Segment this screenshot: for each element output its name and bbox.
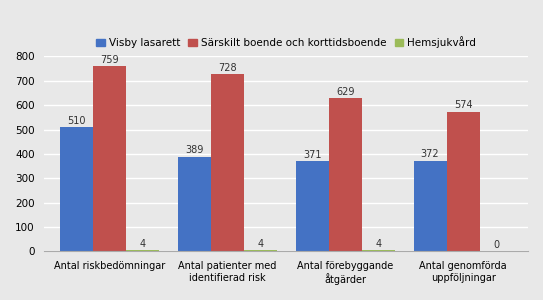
Bar bbox=[295, 161, 329, 251]
Text: 728: 728 bbox=[218, 62, 237, 73]
Bar bbox=[93, 66, 126, 251]
Bar bbox=[362, 250, 395, 251]
Text: 0: 0 bbox=[493, 240, 499, 250]
Text: 510: 510 bbox=[67, 116, 85, 126]
Bar bbox=[178, 157, 211, 251]
Bar bbox=[211, 74, 244, 251]
Bar bbox=[414, 161, 446, 251]
Bar bbox=[446, 112, 479, 251]
Text: 574: 574 bbox=[454, 100, 472, 110]
Text: 759: 759 bbox=[100, 55, 118, 65]
Text: 629: 629 bbox=[336, 87, 355, 97]
Bar bbox=[329, 98, 362, 251]
Text: 389: 389 bbox=[185, 145, 203, 155]
Legend: Visby lasarett, Särskilt boende och korttidsboende, Hemsjukvård: Visby lasarett, Särskilt boende och kort… bbox=[92, 32, 481, 52]
Text: 372: 372 bbox=[421, 149, 439, 159]
Text: 4: 4 bbox=[139, 239, 146, 249]
Text: 4: 4 bbox=[257, 239, 263, 249]
Text: 4: 4 bbox=[375, 239, 381, 249]
Text: 371: 371 bbox=[303, 149, 321, 160]
Bar bbox=[126, 250, 159, 251]
Bar bbox=[60, 127, 93, 251]
Bar bbox=[244, 250, 277, 251]
